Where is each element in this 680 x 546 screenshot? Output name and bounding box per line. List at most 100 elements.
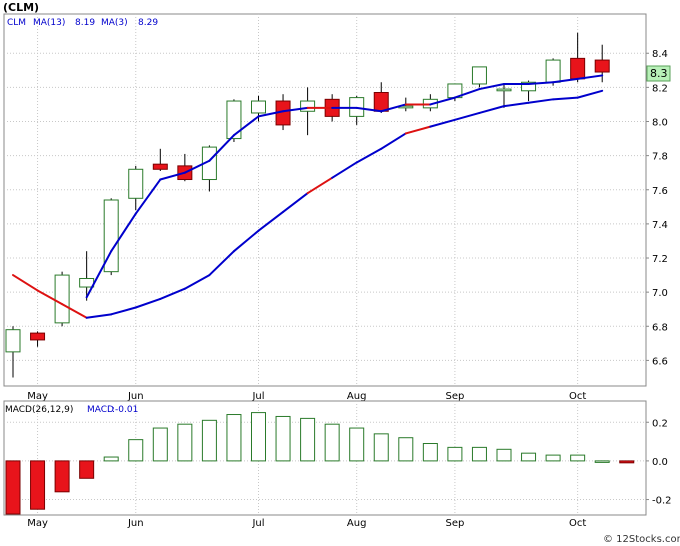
macd-x-tick-label: Sep	[445, 518, 464, 529]
price-y-tick-label: 8.0	[652, 118, 668, 129]
price-gridlines	[4, 14, 649, 386]
macd-bar	[570, 454, 586, 462]
ma3-line-segment	[61, 303, 88, 319]
candle-body	[521, 81, 537, 92]
legend-ma3-value: 8.29	[138, 18, 158, 28]
macd-title: MACD(26,12,9)	[5, 405, 73, 415]
macd-y-tick-labels: -0.2 0.0 0.2	[652, 418, 672, 506]
macd-bar	[594, 460, 610, 463]
candle-body	[373, 91, 389, 112]
candle-body	[152, 163, 168, 170]
moving-average-lines	[12, 74, 604, 319]
price-y-tick-label: 8.4	[652, 49, 668, 60]
macd-y-tick-label: -0.2	[652, 496, 672, 507]
ma3-line-segment	[552, 96, 579, 101]
macd-bar	[152, 427, 168, 462]
watermark: © 12Stocks.com	[603, 534, 680, 545]
candle-body	[545, 59, 561, 83]
macd-y-tick-label: 0.0	[652, 457, 668, 468]
macd-y-tick-label: 0.2	[652, 418, 668, 429]
ma3-line-segment	[183, 274, 211, 290]
candle-body	[496, 88, 512, 92]
macd-bar	[398, 437, 414, 462]
macd-bar	[422, 443, 438, 462]
macd-bar	[226, 414, 242, 462]
ma13-line-segment	[478, 82, 505, 91]
legend-ma3-name: MA(3)	[101, 18, 128, 28]
macd-bar	[373, 433, 389, 462]
ma13-line-segment	[110, 212, 137, 253]
ma3-line-segment	[36, 289, 64, 306]
legend-ma13-value: 8.19	[75, 18, 95, 28]
ma3-line-segment	[453, 111, 481, 121]
ma13-line-segment	[232, 115, 260, 137]
ma3-line-segment	[110, 306, 137, 316]
ma13-line-segment	[429, 96, 456, 106]
ma13-line-segment	[208, 134, 235, 162]
ma13-line-segment	[453, 88, 481, 99]
macd-histogram	[5, 412, 635, 515]
price-panel: 6.6 6.8 7.0 7.2 7.4 7.6 7.8 8.0 8.2 8.4 May Jun Jul…	[3, 13, 671, 402]
price-y-tick-label: 6.8	[652, 322, 668, 333]
candle	[471, 66, 487, 88]
macd-x-tick-label: May	[27, 518, 48, 529]
macd-bar	[54, 460, 70, 493]
last-price-tag-box	[646, 65, 671, 82]
last-price-tag-text: 8.3	[650, 67, 668, 80]
candle-body	[300, 100, 316, 112]
macd-x-tick-label: Jun	[127, 518, 144, 529]
ma3-line-segment	[159, 287, 186, 300]
macd-bar	[177, 423, 193, 462]
ma3-line-segment	[134, 297, 162, 309]
candle-body	[594, 59, 610, 73]
macd-bar	[471, 446, 487, 462]
ma13-line-segment	[85, 250, 113, 299]
candle	[545, 58, 561, 86]
ma3-line-segment	[527, 98, 555, 104]
macd-bar	[496, 448, 512, 462]
candle	[103, 198, 119, 276]
chart-title: (CLM)	[3, 1, 39, 14]
macd-bar	[349, 427, 365, 462]
macd-bar	[5, 460, 21, 515]
macd-bar	[545, 454, 561, 462]
ma3-line-segment	[331, 161, 358, 179]
candle	[128, 165, 144, 211]
macd-bar	[103, 456, 119, 462]
ma3-line-segment	[257, 210, 285, 232]
price-y-tick-label: 7.6	[652, 186, 668, 197]
candle	[152, 148, 168, 171]
macd-bar	[619, 460, 635, 464]
macd-x-tick-label: Jul	[251, 518, 264, 529]
ma3-line-segment	[282, 192, 309, 213]
ma3-line-segment	[576, 89, 604, 99]
macd-bar	[447, 446, 463, 462]
candle-body	[471, 66, 487, 85]
ma3-line-segment	[503, 101, 530, 108]
candle	[54, 271, 70, 327]
candle-body	[54, 274, 70, 324]
candle-body	[5, 329, 21, 353]
macd-bar	[521, 452, 537, 462]
price-y-tick-label: 7.0	[652, 288, 668, 299]
price-y-tick-label: 6.6	[652, 356, 668, 367]
price-y-tick-label: 8.2	[652, 83, 668, 94]
candle	[201, 145, 217, 192]
ma3-line-segment	[429, 118, 456, 128]
price-x-tick-label: Jun	[127, 391, 144, 402]
macd-bar	[275, 415, 291, 462]
candle	[373, 82, 389, 113]
ma3-line-segment	[12, 274, 39, 292]
ma13-line-segment	[134, 178, 162, 215]
candle	[300, 87, 316, 136]
macd-x-tick-label: Aug	[347, 518, 367, 529]
macd-bar	[79, 460, 95, 479]
price-x-tick-label: Jul	[251, 391, 264, 402]
ma13-line-segment	[257, 110, 285, 118]
macd-bar	[324, 423, 340, 462]
legend-ticker: CLM	[7, 18, 26, 28]
macd-legend-value: :-0.01	[112, 405, 138, 415]
candle-body	[79, 277, 95, 288]
macd-bar	[251, 412, 266, 462]
ma13-line-segment	[282, 106, 309, 113]
